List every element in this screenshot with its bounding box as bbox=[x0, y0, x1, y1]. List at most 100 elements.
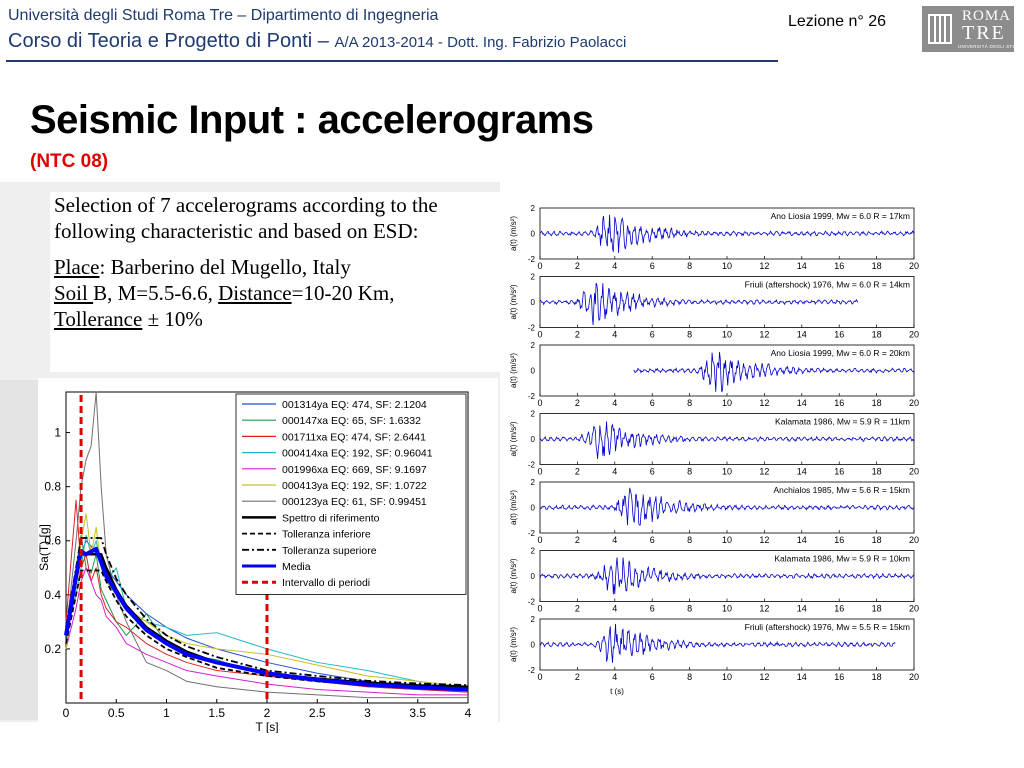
legend-label: Intervallo di periodi bbox=[282, 577, 370, 589]
x-tick-label: 3 bbox=[364, 706, 371, 720]
series-line-6 bbox=[65, 391, 468, 699]
x-tick-label: 1.5 bbox=[208, 706, 225, 720]
x-tick-label: 2 bbox=[575, 261, 580, 271]
soil-line: Soil B, M=5.5-6.6, Distance=10-20 Km, bbox=[54, 280, 500, 306]
y-tick-label: 2 bbox=[531, 478, 536, 487]
y-tick-label: 0.8 bbox=[44, 480, 61, 494]
x-tick-label: 6 bbox=[650, 535, 655, 545]
x-tick-label: 4 bbox=[612, 604, 617, 614]
x-tick-label: 18 bbox=[872, 261, 882, 271]
acceleration-trace bbox=[633, 351, 915, 393]
x-tick-label: 18 bbox=[872, 330, 882, 340]
x-tick-label: 4 bbox=[612, 330, 617, 340]
legend-label: 000414xa EQ: 192, SF: 0.96041 bbox=[282, 448, 433, 460]
legend-label: 001996xa EQ: 669, SF: 9.1697 bbox=[282, 464, 427, 476]
y-tick-label: 0 bbox=[531, 230, 536, 239]
panel-label: Anchialos 1985, Mw = 5.6 R = 15km bbox=[773, 485, 910, 495]
panel-label-bg bbox=[738, 484, 912, 496]
x-tick-label: 4 bbox=[612, 672, 617, 682]
legend-label: 001314ya EQ: 474, SF: 2.1204 bbox=[282, 399, 427, 411]
x-tick-label: 0 bbox=[537, 535, 542, 545]
y-tick-label: 2 bbox=[531, 204, 536, 213]
x-tick-label: 10 bbox=[722, 330, 732, 340]
x-tick-label: 0 bbox=[537, 330, 542, 340]
x-tick-label: 16 bbox=[834, 467, 844, 477]
legend-label: 000123ya EQ: 61, SF: 0.99451 bbox=[282, 496, 427, 508]
x-tick-label: 12 bbox=[759, 467, 769, 477]
x-tick-label: 16 bbox=[834, 604, 844, 614]
x-tick-label: 4 bbox=[612, 467, 617, 477]
x-tick-label: 3.5 bbox=[409, 706, 426, 720]
y-axis-label: a(t) (m/s²) bbox=[509, 490, 518, 525]
x-tick-label: 6 bbox=[650, 261, 655, 271]
x-tick-label: 18 bbox=[872, 672, 882, 682]
x-tick-label: 0 bbox=[537, 467, 542, 477]
legend-label: Media bbox=[282, 561, 311, 573]
x-tick-label: 0 bbox=[537, 261, 542, 271]
x-tick-label: 12 bbox=[759, 330, 769, 340]
x-tick-label: 12 bbox=[759, 535, 769, 545]
y-tick-label: -2 bbox=[528, 255, 536, 264]
y-tick-label: 0 bbox=[531, 504, 536, 513]
legend-label: Tolleranza inferiore bbox=[282, 529, 371, 541]
x-tick-label: 8 bbox=[687, 535, 692, 545]
x-tick-label: 14 bbox=[797, 261, 807, 271]
x-tick-label: 2 bbox=[575, 467, 580, 477]
x-tick-label: 20 bbox=[909, 535, 919, 545]
x-tick-label: 6 bbox=[650, 672, 655, 682]
course-name: Corso di Teoria e Progetto di Ponti – bbox=[8, 30, 335, 52]
y-tick-label: -2 bbox=[528, 598, 536, 607]
y-tick-label: 0 bbox=[531, 435, 536, 444]
x-tick-label: 20 bbox=[909, 604, 919, 614]
legend-box bbox=[235, 393, 467, 595]
lesson-number: Lezione n° 26 bbox=[788, 13, 887, 30]
x-tick-label: 2 bbox=[264, 706, 271, 720]
y-tick-label: 0 bbox=[531, 367, 536, 376]
x-tick-label: 14 bbox=[797, 467, 807, 477]
x-tick-label: 2 bbox=[575, 535, 580, 545]
y-tick-label: 0 bbox=[531, 298, 536, 307]
x-tick-label: 2 bbox=[575, 604, 580, 614]
panel-label-bg bbox=[738, 621, 912, 633]
y-tick-label: -2 bbox=[528, 392, 536, 401]
x-tick-label: 18 bbox=[872, 604, 882, 614]
panel-label: Friuli (aftershock) 1976, Mw = 5.5 R = 1… bbox=[745, 622, 910, 632]
distance-label: Distance bbox=[218, 281, 292, 305]
x-tick-label: 6 bbox=[650, 604, 655, 614]
acceleration-trace bbox=[539, 282, 859, 326]
y-axis-label: a(t) (m/s²) bbox=[509, 421, 518, 456]
acceleration-trace bbox=[539, 487, 915, 526]
accelerogram-panel: 20-20 2 4 6 8 10 12 14 16 18 20a(t) (m/s²) Friuli (… bbox=[509, 273, 919, 340]
x-tick-label: 8 bbox=[687, 330, 692, 340]
x-axis-label: T [s] bbox=[255, 720, 278, 733]
legend-label: 000147xa EQ: 65, SF: 1.6332 bbox=[282, 415, 421, 427]
y-tick-label: 2 bbox=[531, 341, 536, 350]
y-axis-label: a(t) (m/s²) bbox=[509, 353, 518, 388]
x-tick-label: 8 bbox=[687, 261, 692, 271]
acceleration-trace bbox=[539, 623, 896, 663]
logo-line1: ROMA bbox=[962, 8, 1012, 24]
x-tick-label: 4 bbox=[465, 706, 472, 720]
x-tick-label: 2 bbox=[575, 672, 580, 682]
y-tick-label: 2 bbox=[531, 547, 536, 556]
y-tick-label: 2 bbox=[531, 410, 536, 419]
x-tick-label: 20 bbox=[909, 672, 919, 682]
panel-label: Kalamata 1986, Mw = 5.9 R = 10km bbox=[774, 554, 910, 564]
description-box: Selection of 7 accelerograms according t… bbox=[50, 192, 500, 372]
accelerogram-panel: 20-20 2 4 6 8 10 12 14 16 18 20a(t) (m/s²) Kalamata… bbox=[509, 547, 919, 614]
panel-label-bg bbox=[738, 415, 912, 428]
y-tick-label: 0.6 bbox=[44, 534, 61, 548]
x-tick-label: 6 bbox=[650, 330, 655, 340]
y-tick-label: 2 bbox=[531, 615, 536, 624]
legend-label: 000413ya EQ: 192, SF: 1.0722 bbox=[282, 480, 427, 492]
x-tick-label: 12 bbox=[759, 261, 769, 271]
x-tick-label: 10 bbox=[722, 535, 732, 545]
x-tick-label: 0.5 bbox=[108, 706, 125, 720]
x-tick-label: 0 bbox=[537, 672, 542, 682]
panel-label: Kalamata 1986, Mw = 5.9 R = 11km bbox=[775, 417, 910, 427]
x-tick-label: 18 bbox=[872, 467, 882, 477]
logo-line3: UNIVERSITÀ DEGLI STUDI bbox=[958, 44, 1022, 49]
x-tick-label: 16 bbox=[834, 535, 844, 545]
x-tick-label: 12 bbox=[759, 672, 769, 682]
y-tick-label: 2 bbox=[531, 273, 536, 282]
